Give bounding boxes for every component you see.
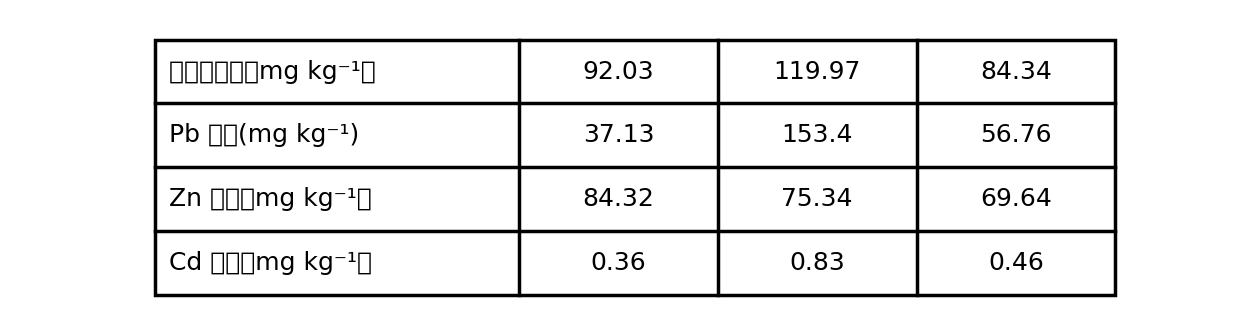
Text: 153.4: 153.4: [782, 123, 852, 147]
Text: 84.32: 84.32: [582, 187, 654, 211]
Text: 69.64: 69.64: [980, 187, 1052, 211]
Text: Zn 全量（mg kg⁻¹）: Zn 全量（mg kg⁻¹）: [170, 187, 372, 211]
Text: 84.34: 84.34: [980, 60, 1052, 84]
Text: 0.83: 0.83: [789, 251, 845, 275]
Text: 0.36: 0.36: [591, 251, 647, 275]
Text: 119.97: 119.97: [773, 60, 861, 84]
Text: Cd 全量（mg kg⁻¹）: Cd 全量（mg kg⁻¹）: [170, 251, 372, 275]
Text: 0.46: 0.46: [987, 251, 1043, 275]
Text: 37.13: 37.13: [582, 123, 654, 147]
Text: 速效钇含量（mg kg⁻¹）: 速效钇含量（mg kg⁻¹）: [170, 60, 375, 84]
Text: Pb 全量(mg kg⁻¹): Pb 全量(mg kg⁻¹): [170, 123, 359, 147]
Text: 92.03: 92.03: [582, 60, 654, 84]
Text: 75.34: 75.34: [782, 187, 852, 211]
Text: 56.76: 56.76: [980, 123, 1052, 147]
